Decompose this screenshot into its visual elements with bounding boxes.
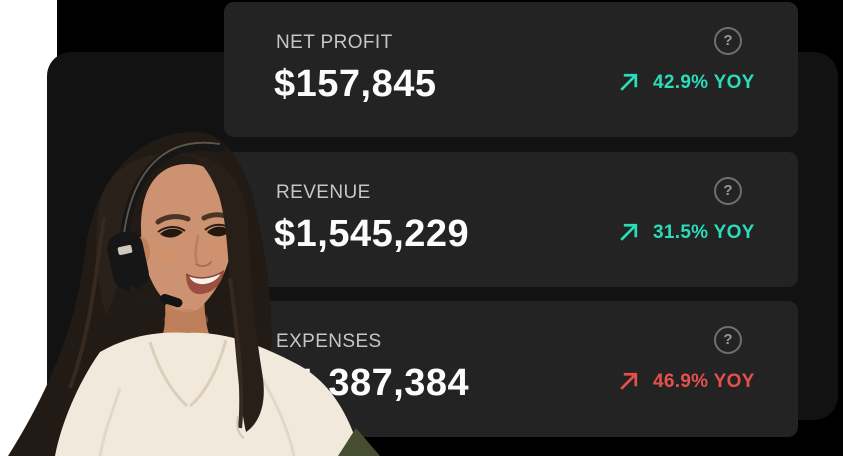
metric-value: $1,545,229 [274, 213, 470, 255]
trend-indicator: 42.9% YOY [616, 70, 755, 95]
metric-label: REVENUE [276, 182, 371, 203]
trend-value: 31.5% YOY [653, 221, 755, 243]
help-icon[interactable]: ? [714, 27, 742, 55]
support-agent-photo [8, 131, 380, 456]
hair-front [68, 152, 264, 439]
plant-leaf [338, 428, 380, 456]
metric-label: NET PROFIT [276, 32, 393, 53]
headset-icon [107, 141, 227, 308]
trend-up-arrow-icon [620, 223, 638, 241]
help-icon[interactable]: ? [714, 177, 742, 205]
metric-value: $157,845 [274, 63, 437, 105]
blouse [55, 332, 361, 456]
trend-up-arrow-icon [620, 73, 638, 91]
trend-indicator: 31.5% YOY [616, 220, 755, 245]
metric-card-revenue: REVENUE ? $1,545,229 31.5% YOY [224, 152, 798, 287]
metric-card-net-profit: NET PROFIT ? $157,845 42.9% YOY [224, 2, 798, 137]
trend-value: 42.9% YOY [653, 71, 755, 93]
metric-label: EXPENSES [276, 331, 382, 352]
trend-value: 46.9% YOY [653, 370, 755, 392]
help-icon[interactable]: ? [714, 326, 742, 354]
trend-up-arrow-icon [620, 372, 638, 390]
trend-indicator: 46.9% YOY [616, 369, 755, 394]
